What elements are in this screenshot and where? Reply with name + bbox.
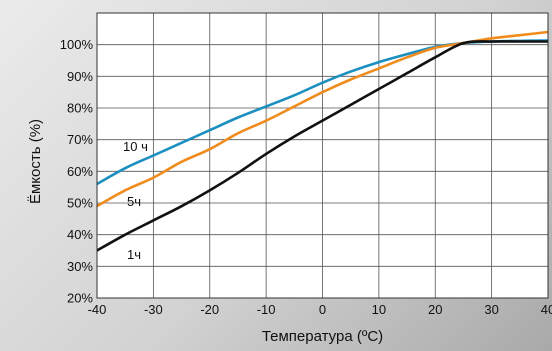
x-tick-label: -10 [257, 302, 276, 317]
y-tick-label: 20% [67, 291, 93, 306]
y-tick-label: 70% [67, 132, 93, 147]
x-axis-label: Температура (ºC) [262, 328, 383, 345]
series-label-3: 1ч [127, 247, 141, 262]
series-label-1: 10 ч [123, 139, 148, 154]
y-tick-label: 50% [67, 196, 93, 211]
y-tick-label: 40% [67, 227, 93, 242]
x-tick-label: -20 [200, 302, 219, 317]
y-tick-label: 80% [67, 101, 93, 116]
x-tick-label: -40 [88, 302, 107, 317]
plot-border [96, 12, 549, 299]
x-tick-label: 20 [428, 302, 442, 317]
x-tick-label: 30 [484, 302, 498, 317]
series-lines [96, 30, 549, 252]
series-label-2: 5ч [127, 194, 141, 209]
y-tick-label: 60% [67, 164, 93, 179]
x-tick-label: 40 [541, 302, 552, 317]
x-tick-label: 10 [372, 302, 386, 317]
series-line-3 [96, 40, 548, 252]
y-tick-label: 100% [60, 37, 94, 52]
y-tick-label: 30% [67, 259, 93, 274]
x-tick-label: 0 [319, 302, 326, 317]
y-axis-label: Ёмкость (%) [27, 119, 44, 204]
y-tick-label: 90% [67, 69, 93, 84]
x-tick-label: -30 [144, 302, 163, 317]
y-axis-ticks: 20% 30% 40% 50% 60% 70% 80% 90% 100% [60, 37, 94, 305]
x-axis-ticks: -40 -30 -20 -10 0 10 20 30 40 [88, 302, 552, 317]
grid [97, 12, 548, 298]
series-labels: 10 ч 5ч 1ч [123, 139, 148, 262]
